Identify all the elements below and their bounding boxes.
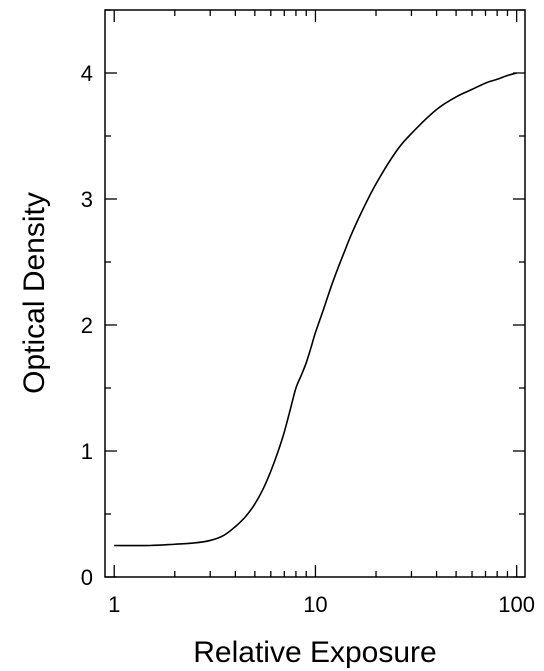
axis-ticks [105, 9, 525, 578]
x-tick-label: 100 [498, 592, 535, 617]
y-tick-label: 0 [81, 565, 93, 590]
x-tick-label: 10 [303, 592, 327, 617]
y-tick-label: 1 [81, 439, 93, 464]
y-tick-label: 2 [81, 313, 93, 338]
x-axis-title: Relative Exposure [193, 636, 436, 669]
y-tick-label: 3 [81, 187, 93, 212]
y-axis-title: Optical Density [18, 192, 51, 394]
y-tick-label: 4 [81, 61, 93, 86]
plot-frame [104, 9, 526, 578]
x-tick-label: 1 [108, 592, 120, 617]
density-curve [114, 72, 517, 547]
